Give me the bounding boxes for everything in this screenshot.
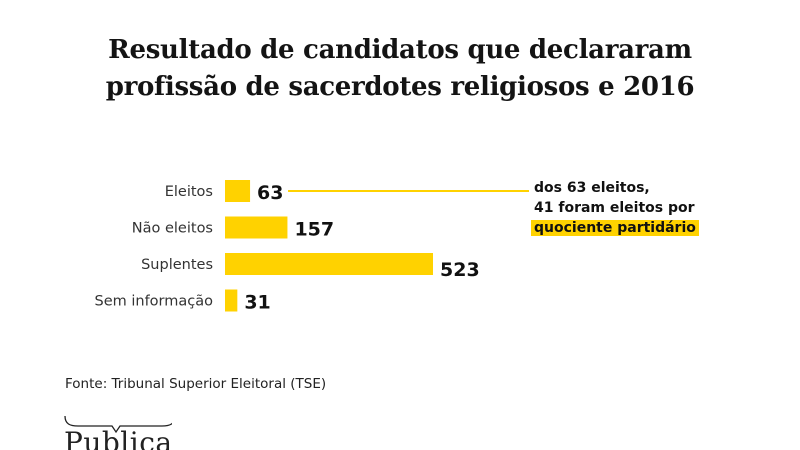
category-label: Suplentes: [141, 257, 213, 273]
chart-title: Resultado de candidatos que declararam p…: [0, 32, 800, 106]
bar: [225, 253, 433, 275]
annotation-line-1: dos 63 eleitos,: [534, 180, 650, 196]
bar: [225, 180, 251, 202]
source-note: Fonte: Tribunal Superior Eleitoral (TSE): [65, 376, 327, 392]
value-label: 63: [257, 182, 283, 204]
publica-logo: Publica: [62, 414, 172, 450]
annotation: dos 63 eleitos, 41 foram eleitos por quo…: [531, 178, 699, 238]
speech-brace-icon: [64, 415, 172, 434]
value-label: 31: [244, 292, 270, 314]
category-label: Eleitos: [165, 184, 213, 200]
logo-text: Publica: [64, 426, 172, 450]
category-label: Sem informação: [95, 294, 214, 310]
value-label: 523: [440, 259, 480, 281]
annotation-highlight: quociente partidário: [531, 220, 699, 236]
bar: [225, 216, 288, 239]
chart-title-line-2: profissão de sacerdotes religiosos e 201…: [105, 72, 695, 102]
bar: [225, 289, 238, 312]
bars-group: Eleitos 63 Não eleitos 157 Suplentes 523 Sem i…: [95, 180, 480, 314]
chart-title-line-1: Resultado de candidatos que declararam: [108, 35, 692, 65]
value-label: 157: [294, 219, 334, 241]
annotation-line-2: 41 foram eleitos por: [534, 200, 695, 216]
category-label: Não eleitos: [132, 221, 213, 237]
